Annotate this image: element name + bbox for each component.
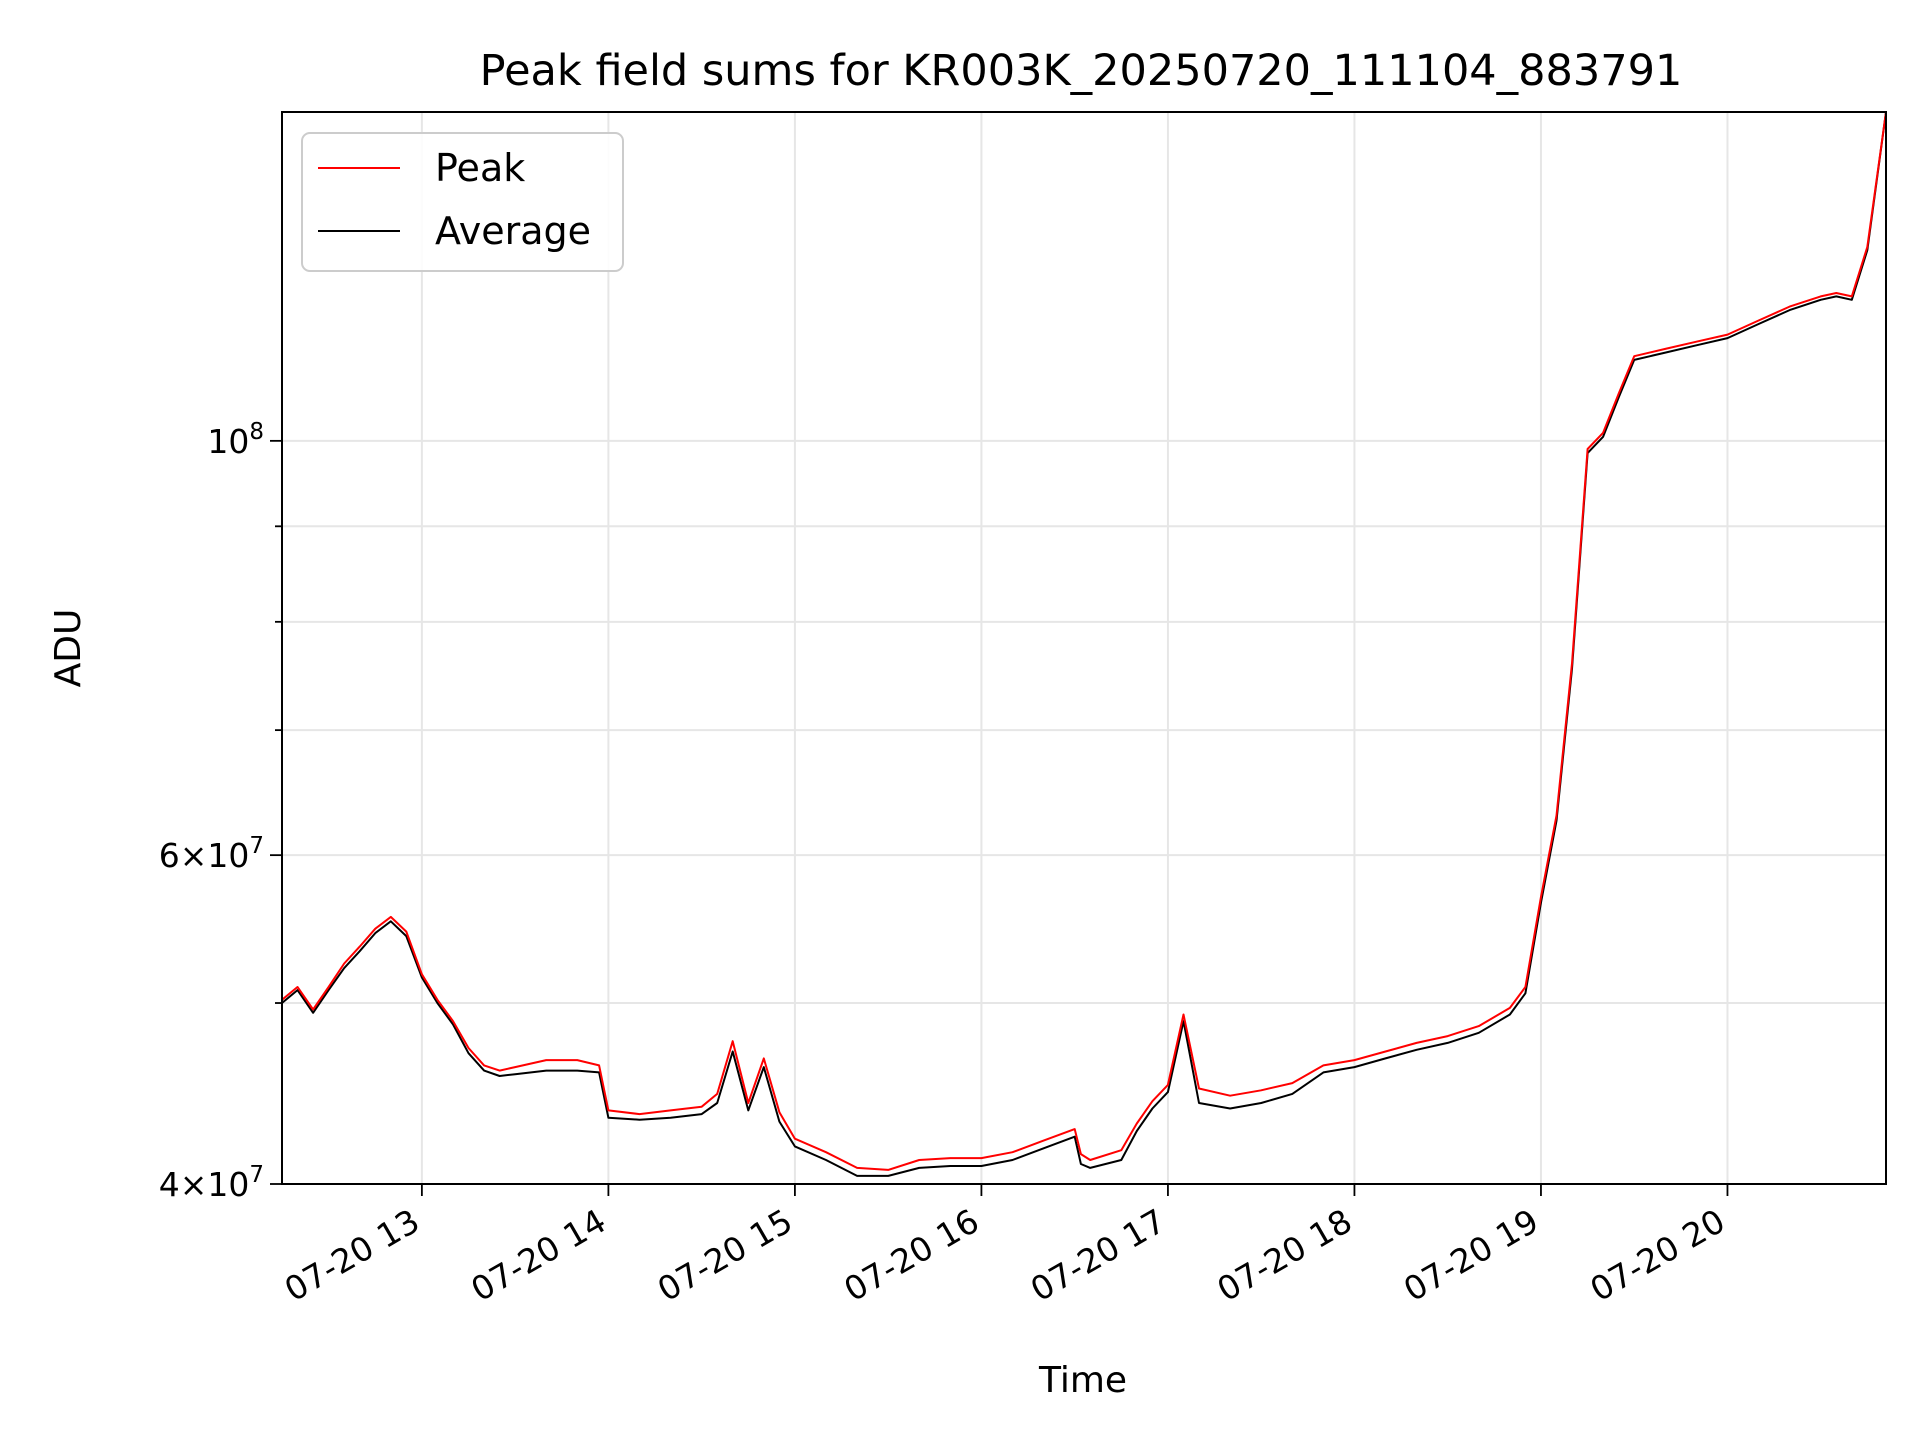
legend: Peak Average — [301, 132, 624, 272]
series-line-average — [281, 111, 1887, 1177]
series-layer — [281, 111, 1887, 1177]
y-tick-label: 6×107 — [159, 833, 264, 875]
legend-label-average: Average — [435, 209, 591, 253]
legend-label-peak: Peak — [435, 146, 525, 190]
y-tick-label: 4×107 — [159, 1162, 264, 1204]
plot-frame — [281, 111, 1887, 1185]
y-tick-label: 108 — [207, 419, 264, 461]
y-axis: 4×107 6×107 108 — [159, 419, 282, 1204]
y-axis-label: ADU — [48, 609, 89, 688]
chart-title: Peak field sums for KR003K_20250720_1111… — [480, 46, 1683, 96]
x-axis-label: Time — [1038, 1360, 1127, 1401]
series-line-peak — [281, 111, 1887, 1171]
